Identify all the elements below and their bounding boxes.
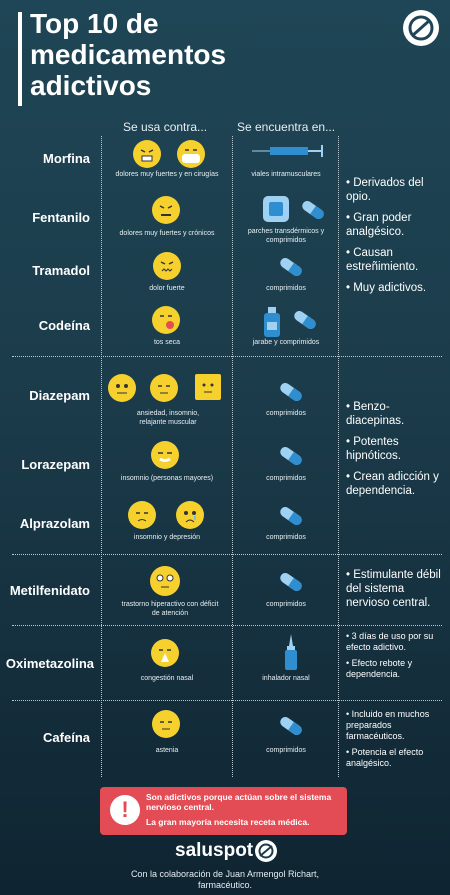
note-item: • Derivados del opio. (346, 177, 424, 203)
use-caption: ansiedad, insomnio, relajante muscular (136, 410, 200, 426)
form-caption: parches transdérmicos y comprimidos (247, 228, 325, 244)
title-accent-bar (18, 12, 22, 106)
collaboration-credit: farmacéutico. (197, 880, 253, 890)
note-item: • Benzo-diacepinas. (346, 401, 405, 427)
section-divider (12, 625, 442, 626)
use-caption: dolores muy fuertes y en cirugías (115, 171, 219, 178)
tired-face-icon (152, 710, 180, 738)
form-caption: comprimidos (266, 475, 306, 482)
capsule-icon (280, 446, 302, 466)
use-caption: insomnio y depresión (133, 534, 201, 541)
form-caption: comprimidos (266, 601, 306, 608)
tense-face-icon (195, 374, 221, 400)
syrup-bottle-icon (264, 307, 280, 337)
note-item: • Incluido en muchos preparados farmacéu… (346, 709, 430, 741)
note-item: • Potentes hipnóticos. (346, 436, 401, 462)
capsule-icon (302, 200, 324, 220)
note-item: • Potencia el efecto analgésico. (346, 747, 424, 768)
collaboration-credit: Con la colaboración de Juan Armengol Ric… (130, 869, 320, 879)
capsule-icon (280, 382, 302, 402)
oxi-notes: • 3 días de uso por su efecto adictivo. … (346, 631, 444, 685)
use-caption: astenia (155, 747, 179, 754)
drug-name: Fentanilo (32, 210, 90, 225)
warning-banner: ! Son adictivos porque actúan sobre el s… (100, 787, 347, 835)
nasal-spray-icon (285, 634, 297, 670)
use-caption: trastorno hiperactivo con déficit de ate… (121, 601, 219, 617)
note-item: • 3 días de uso por su efecto adictivo. (346, 631, 434, 652)
capsule-icon (294, 310, 316, 330)
grid-line (232, 136, 233, 777)
form-caption: jarabe y comprimidos (252, 339, 320, 346)
drug-name: Lorazepam (21, 457, 90, 472)
note-item: • Causan estreñimiento. (346, 247, 419, 273)
elderly-sleepy-face-icon (151, 441, 179, 469)
note-item: • Gran poder analgésico. (346, 212, 412, 238)
capsule-icon (280, 716, 302, 736)
title-line-2: medicamentos (30, 39, 227, 70)
warning-text: Son adictivos porque actúan sobre el sis… (146, 792, 332, 812)
drug-name: Tramadol (32, 263, 90, 278)
drug-name: Codeína (38, 318, 90, 333)
congested-face-icon (151, 639, 179, 667)
grid-line (101, 136, 102, 777)
note-item: • Crean adicción y dependencia. (346, 471, 439, 497)
form-caption: comprimidos (266, 534, 306, 541)
header-found: Se encuentra en... (237, 120, 336, 134)
note-item: • Muy adictivos. (346, 282, 427, 294)
form-caption: comprimidos (266, 285, 306, 292)
insomnia-face-icon (128, 501, 156, 529)
form-caption: inhalador nasal (262, 675, 310, 682)
capsule-icon (280, 257, 302, 277)
saluspot-logo-icon (403, 10, 439, 46)
capsule-icon (280, 572, 302, 592)
form-caption: viales intramusculares (251, 171, 321, 178)
sad-face-icon (176, 501, 204, 529)
note-item: • Estimulante débil del sistema nervioso… (346, 569, 441, 609)
header-use: Se usa contra... (123, 120, 208, 134)
drug-name: Cafeína (43, 730, 90, 745)
use-caption: dolor fuerte (149, 285, 185, 292)
metil-notes: • Estimulante débil del sistema nervioso… (346, 568, 446, 617)
use-caption: congestión nasal (140, 675, 194, 682)
cough-face-icon (152, 306, 180, 334)
drug-name: Diazepam (29, 388, 90, 403)
title-line-1: Top 10 de (30, 8, 159, 39)
section-divider (12, 554, 442, 555)
cafe-notes: • Incluido en muchos preparados farmacéu… (346, 709, 444, 774)
opioid-notes: • Derivados del opio. • Gran poder analg… (346, 176, 446, 302)
grid-line (338, 136, 339, 777)
patch-icon (263, 196, 289, 222)
use-caption: tos seca (153, 339, 181, 346)
drug-name: Morfina (43, 151, 90, 166)
drug-name: Alprazolam (19, 516, 90, 531)
chronic-pain-face-icon (152, 196, 180, 224)
use-caption: insomnio (personas mayores) (120, 475, 214, 482)
mask-face-icon (177, 140, 205, 168)
anxious-face-icon (108, 374, 136, 402)
saluspot-logo-icon (255, 840, 277, 862)
capsule-icon (280, 506, 302, 526)
benzo-notes: • Benzo-diacepinas. • Potentes hipnótico… (346, 400, 440, 505)
exclamation-icon: ! (110, 795, 140, 825)
brand-name: saluspot (175, 840, 254, 861)
strong-pain-face-icon (153, 252, 181, 280)
note-item: • Efecto rebote y dependencia. (346, 658, 413, 679)
hyperactive-face-icon (150, 566, 180, 596)
page-title: Top 10 de medicamentos adictivos (30, 8, 226, 101)
warning-text: La gran mayoría necesita receta médica. (146, 817, 310, 827)
section-divider (12, 356, 442, 357)
syringe-icon (252, 145, 323, 157)
sleepy-face-icon (150, 374, 178, 402)
drug-name: Metilfenidato (9, 583, 90, 598)
use-caption: dolores muy fuertes y crónicos (119, 230, 215, 237)
title-line-3: adictivos (30, 70, 152, 101)
section-divider (12, 700, 442, 701)
drug-name: Oximetazolina (5, 656, 94, 671)
pain-face-icon (133, 140, 161, 168)
form-caption: comprimidos (266, 747, 306, 754)
form-caption: comprimidos (266, 410, 306, 417)
